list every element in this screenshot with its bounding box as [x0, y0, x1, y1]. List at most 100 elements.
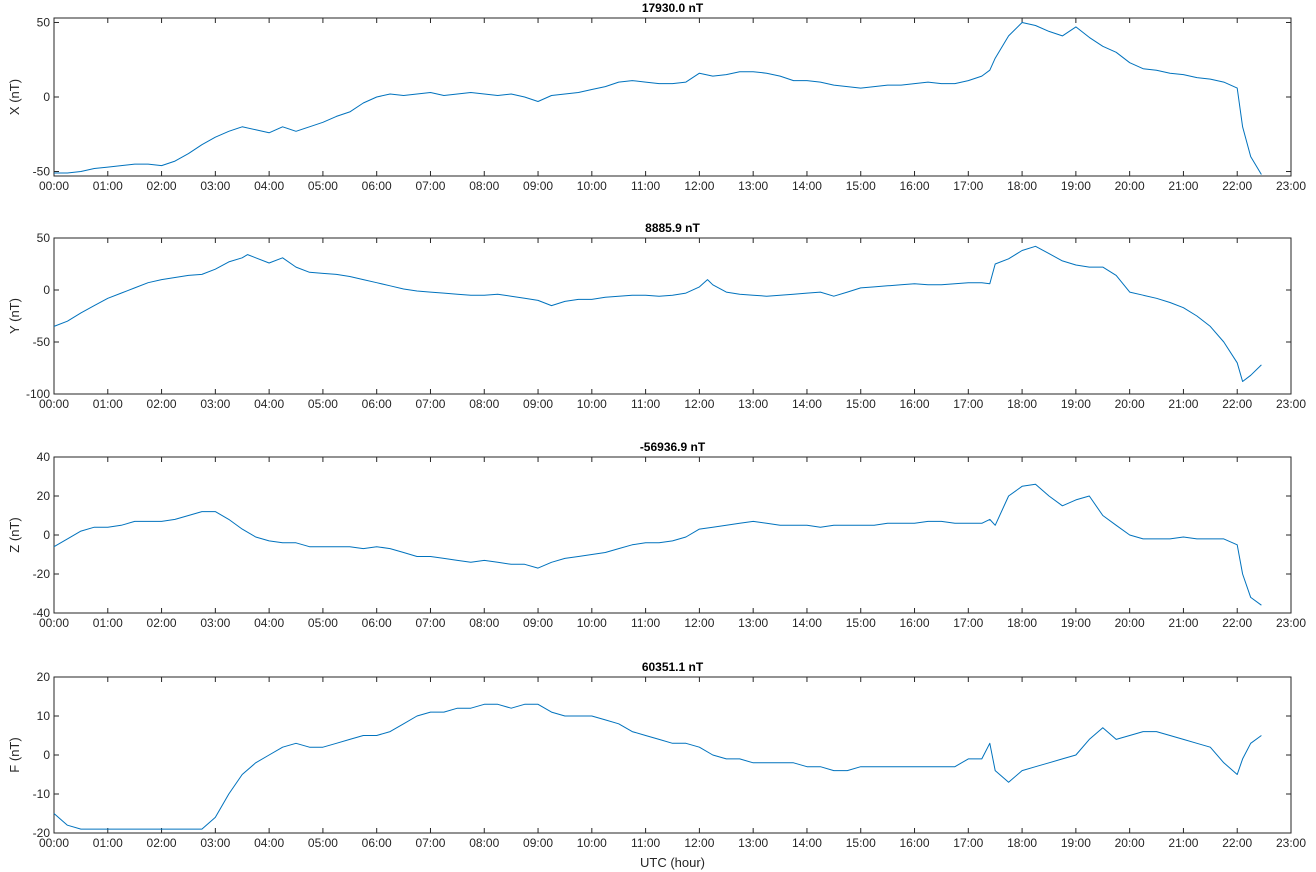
x-tick-label: 01:00	[93, 836, 123, 850]
y-tick-label: 0	[43, 90, 50, 104]
x-tick-label: 04:00	[254, 616, 284, 630]
x-tick-label: 11:00	[631, 836, 660, 850]
x-tick-label: 17:00	[953, 616, 983, 630]
axes-box	[53, 456, 1292, 614]
x-tick-label: 05:00	[308, 179, 338, 193]
y-tick-label: 0	[43, 528, 50, 542]
x-tick-label: 04:00	[254, 179, 284, 193]
x-tick-label: 19:00	[1061, 616, 1091, 630]
series-line	[53, 483, 1262, 606]
y-tick-label: -10	[33, 787, 51, 801]
x-tick-label: 11:00	[631, 397, 660, 411]
x-tick-label: 05:00	[308, 616, 338, 630]
x-tick-label: 13:00	[738, 836, 768, 850]
x-tick-label: 15:00	[846, 179, 876, 193]
x-tick-label: 04:00	[254, 836, 284, 850]
x-tick-label: 14:00	[792, 179, 822, 193]
x-tick-label: 19:00	[1061, 836, 1091, 850]
x-tick-label: 12:00	[684, 179, 714, 193]
panel-z: -56936.9 nT Z (nT) 00:00 01:00 02:00 03:00 04:…	[7, 440, 1306, 630]
x-tick-label: 01:00	[93, 616, 123, 630]
x-tick-label: 08:00	[469, 616, 499, 630]
x-tick-label: 19:00	[1061, 179, 1091, 193]
x-tick-label: 15:00	[846, 836, 876, 850]
x-tick-label: 10:00	[577, 836, 607, 850]
x-tick-label: 14:00	[792, 836, 822, 850]
x-tick-label: 15:00	[846, 616, 876, 630]
x-tick-label: 03:00	[200, 179, 230, 193]
panel-title: 8885.9 nT	[645, 221, 700, 235]
x-tick-label: 11:00	[631, 179, 660, 193]
x-tick-label: 00:00	[39, 397, 69, 411]
x-tick-label: 02:00	[147, 616, 177, 630]
x-tick-label: 13:00	[738, 179, 768, 193]
x-tick-label: 17:00	[953, 836, 983, 850]
x-tick-label: 20:00	[1115, 616, 1145, 630]
x-tick-label: 04:00	[254, 397, 284, 411]
x-tick-label: 10:00	[577, 616, 607, 630]
x-tick-label: 05:00	[308, 836, 338, 850]
x-tick-label: 19:00	[1061, 397, 1091, 411]
x-tick-label: 22:00	[1222, 836, 1252, 850]
x-tick-label: 14:00	[792, 616, 822, 630]
x-tick-label: 14:00	[792, 397, 822, 411]
x-tick-label: 23:00	[1276, 179, 1306, 193]
panel-title: 17930.0 nT	[642, 1, 704, 15]
y-tick-label: -20	[33, 567, 51, 581]
x-tick-label: 13:00	[738, 616, 768, 630]
y-tick-label: -40	[33, 606, 51, 620]
panel-f: 60351.1 nT F (nT) 00:00 01:00 02:00 03:00 04:0…	[7, 660, 1306, 850]
x-axis-label: UTC (hour)	[640, 855, 705, 870]
x-tick-label: 05:00	[308, 397, 338, 411]
x-tick-label: 16:00	[900, 179, 930, 193]
x-tick-label: 10:00	[577, 397, 607, 411]
panel-title: 60351.1 nT	[642, 660, 704, 674]
x-tick-label: 07:00	[415, 179, 445, 193]
x-tick-label: 02:00	[147, 179, 177, 193]
x-tick-label: 09:00	[523, 397, 553, 411]
x-tick-label: 08:00	[469, 836, 499, 850]
y-tick-label: -50	[33, 165, 51, 179]
x-tick-label: 12:00	[684, 397, 714, 411]
series-line	[54, 22, 1262, 175]
x-tick-label: 20:00	[1115, 836, 1145, 850]
x-tick-label: 22:00	[1222, 179, 1252, 193]
x-tick-label: 06:00	[362, 836, 392, 850]
x-tick-label: 09:00	[523, 616, 553, 630]
panel-x: 17930.0 nT X (nT) 00:00 01:00 02:00 03:00 04:0…	[7, 1, 1306, 193]
x-tick-label: 20:00	[1115, 179, 1145, 193]
x-tick-label: 10:00	[577, 179, 607, 193]
y-tick-label: 0	[43, 748, 50, 762]
y-tick-label: 20	[37, 489, 51, 503]
x-tick-label: 23:00	[1276, 836, 1306, 850]
x-tick-label: 21:00	[1168, 179, 1198, 193]
x-tick-label: 18:00	[1007, 179, 1037, 193]
x-tick-label: 23:00	[1276, 397, 1306, 411]
x-tick-label: 01:00	[93, 397, 123, 411]
x-tick-label: 08:00	[469, 179, 499, 193]
x-tick-label: 17:00	[953, 179, 983, 193]
x-tick-label: 00:00	[39, 616, 69, 630]
y-tick-label: 50	[37, 15, 51, 29]
x-tick-label: 23:00	[1276, 616, 1306, 630]
y-tick-label: -20	[33, 826, 51, 840]
y-tick-label: 10	[37, 709, 51, 723]
x-tick-label: 15:00	[846, 397, 876, 411]
x-tick-label: 06:00	[362, 616, 392, 630]
y-tick-label: 0	[43, 283, 50, 297]
x-tick-label: 03:00	[200, 616, 230, 630]
x-tick-label: 21:00	[1168, 397, 1198, 411]
x-tick-label: 22:00	[1222, 616, 1252, 630]
y-tick-label: 40	[37, 450, 51, 464]
x-tick-label: 12:00	[684, 616, 714, 630]
y-axis-label: X (nT)	[7, 79, 22, 115]
x-tick-label: 11:00	[631, 616, 660, 630]
x-tick-label: 22:00	[1222, 397, 1252, 411]
x-tick-label: 18:00	[1007, 616, 1037, 630]
x-tick-label: 07:00	[415, 836, 445, 850]
x-tick-label: 18:00	[1007, 397, 1037, 411]
x-tick-label: 02:00	[147, 836, 177, 850]
x-tick-label: 16:00	[900, 397, 930, 411]
axes-box	[53, 17, 1292, 177]
